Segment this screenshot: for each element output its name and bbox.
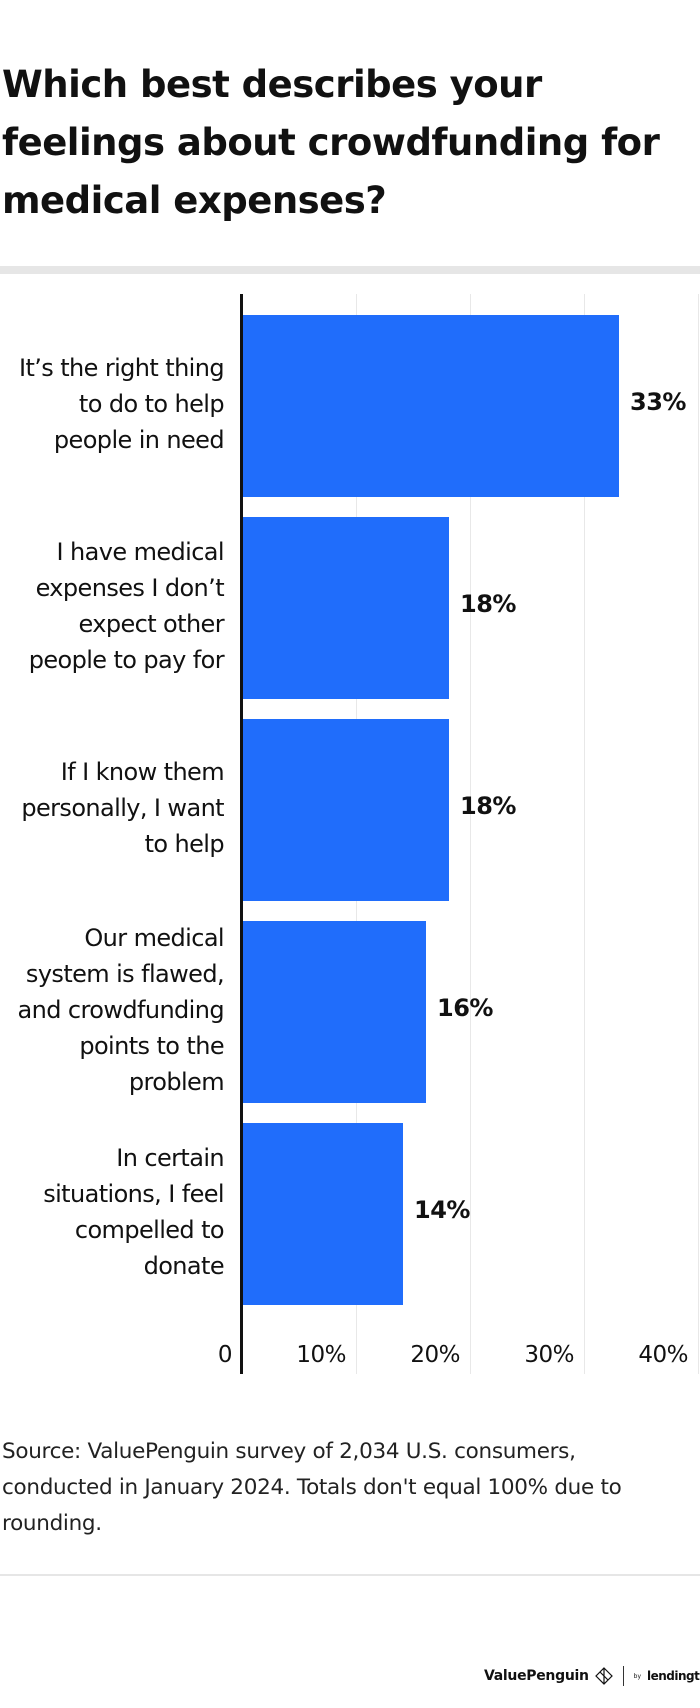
brand-logo: ValuePenguin by lendingtree (484, 1666, 700, 1686)
category-label-3: Our medical system is flawed, and crowdf… (0, 920, 225, 1100)
bar-0 (243, 315, 619, 497)
gridline-20 (470, 294, 471, 1374)
label-line: I have medical (56, 538, 225, 566)
chart-title: Which best describes your feelings about… (2, 63, 660, 222)
bar-3 (243, 921, 426, 1103)
label-line: to help (144, 830, 225, 858)
category-label-2: If I know them personally, I want to hel… (0, 754, 224, 862)
label-line: people to pay for (28, 646, 225, 674)
bar-value-label: 33% (630, 388, 686, 416)
bar-value-label: 18% (460, 792, 516, 820)
label-line: people in need (53, 426, 225, 454)
label-line: Our medical (84, 924, 224, 952)
penguin-logo-icon (594, 1667, 613, 1685)
by-text: by (633, 1672, 642, 1680)
brand-name: ValuePenguin (484, 1668, 589, 1684)
label-line: to do to help (78, 390, 225, 418)
label-line: system is flawed, (25, 960, 225, 988)
x-tick-label: 40% (638, 1342, 688, 1368)
y-axis-line (240, 294, 243, 1374)
label-line: problem (128, 1068, 225, 1096)
footer-divider (0, 1574, 700, 1576)
label-line: expect other (78, 610, 224, 638)
source-note: Source: ValuePenguin survey of 2,034 U.S… (2, 1439, 622, 1536)
label-line: personally, I want (21, 794, 224, 822)
label-line: donate (143, 1252, 225, 1280)
label-line: and crowdfunding (17, 996, 225, 1024)
gridline-40 (698, 294, 699, 1374)
partner-name: lendingtree (647, 1669, 700, 1683)
gridline-30 (584, 294, 585, 1374)
x-tick-label: 10% (296, 1342, 346, 1368)
label-line: situations, I feel (43, 1180, 224, 1208)
label-line: In certain (116, 1144, 224, 1172)
bar-value-label: 14% (414, 1196, 470, 1224)
x-tick-label: 0 (217, 1342, 233, 1368)
logo-separator (622, 1666, 624, 1686)
bar-1 (243, 517, 449, 699)
label-line: compelled to (74, 1216, 225, 1244)
x-tick-label: 30% (524, 1342, 574, 1368)
bar-4 (243, 1123, 403, 1305)
bar-2 (243, 719, 449, 901)
bar-value-label: 16% (437, 994, 493, 1022)
x-tick-label: 20% (410, 1342, 460, 1368)
bar-value-label: 18% (460, 590, 516, 618)
label-line: If I know them (60, 758, 225, 786)
bar-chart: 33% It’s the right thing to do to help p… (0, 294, 700, 1374)
category-label-1: I have medical expenses I don’t expect o… (0, 534, 225, 678)
category-label-0: It’s the right thing to do to help peopl… (0, 350, 225, 458)
label-line: expenses I don’t (35, 574, 225, 602)
label-line: It’s the right thing (18, 354, 225, 382)
category-label-4: In certain situations, I feel compelled … (0, 1140, 224, 1284)
title-divider (0, 266, 700, 274)
label-line: points to the (79, 1032, 224, 1060)
